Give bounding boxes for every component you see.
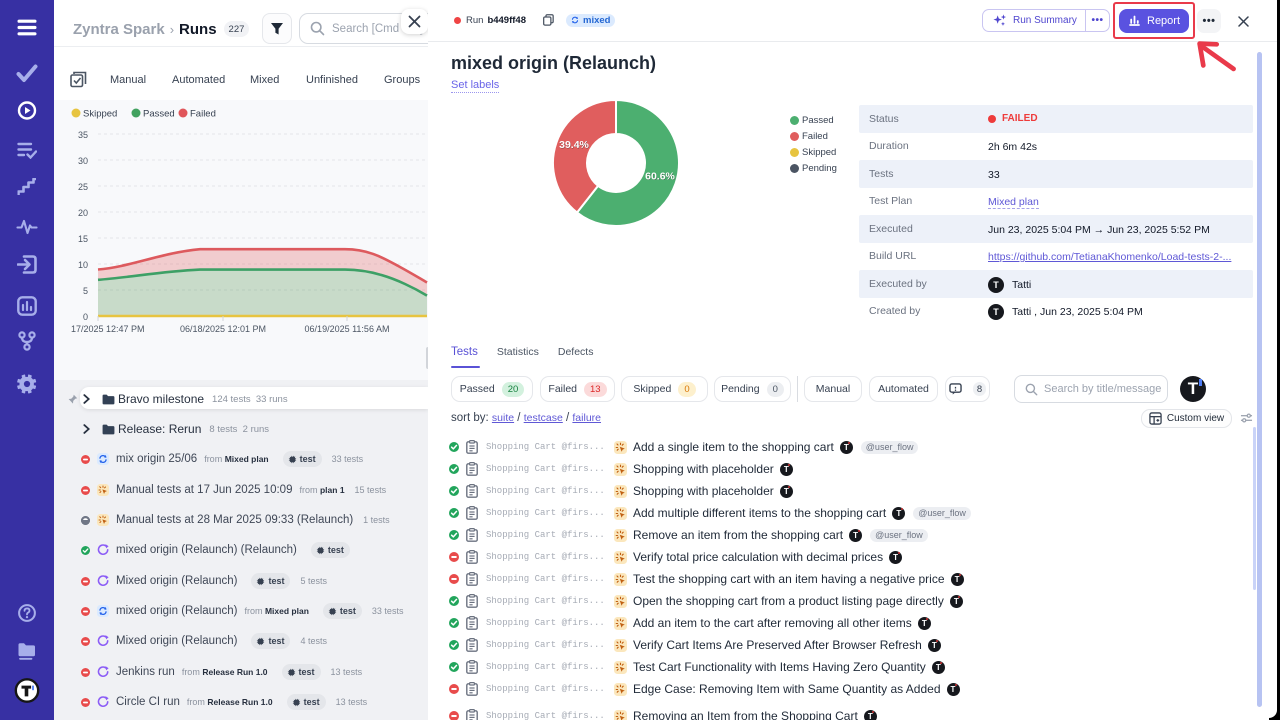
svg-text:15: 15 bbox=[78, 234, 88, 244]
svg-text:Failed: Failed bbox=[190, 109, 216, 120]
svg-text:25: 25 bbox=[78, 182, 88, 192]
svg-text:10: 10 bbox=[78, 260, 88, 270]
svg-text:20: 20 bbox=[78, 208, 88, 218]
svg-text:0: 0 bbox=[83, 312, 88, 322]
svg-text:06/18/2025 12:01 PM: 06/18/2025 12:01 PM bbox=[180, 324, 266, 334]
svg-text:17/2025 12:47 PM: 17/2025 12:47 PM bbox=[71, 324, 145, 334]
svg-text:5: 5 bbox=[83, 286, 88, 296]
svg-text:30: 30 bbox=[78, 156, 88, 166]
svg-text:Skipped: Skipped bbox=[83, 109, 117, 120]
svg-text:60.6%: 60.6% bbox=[646, 171, 676, 183]
svg-text:60.6%: 60.6% bbox=[645, 171, 675, 183]
svg-text:39.4%: 39.4% bbox=[560, 139, 590, 151]
svg-text:Passed: Passed bbox=[143, 109, 175, 120]
svg-text:35: 35 bbox=[78, 130, 88, 140]
svg-text:06/19/2025 11:56 AM: 06/19/2025 11:56 AM bbox=[305, 324, 390, 334]
svg-text:39.4%: 39.4% bbox=[559, 139, 589, 151]
